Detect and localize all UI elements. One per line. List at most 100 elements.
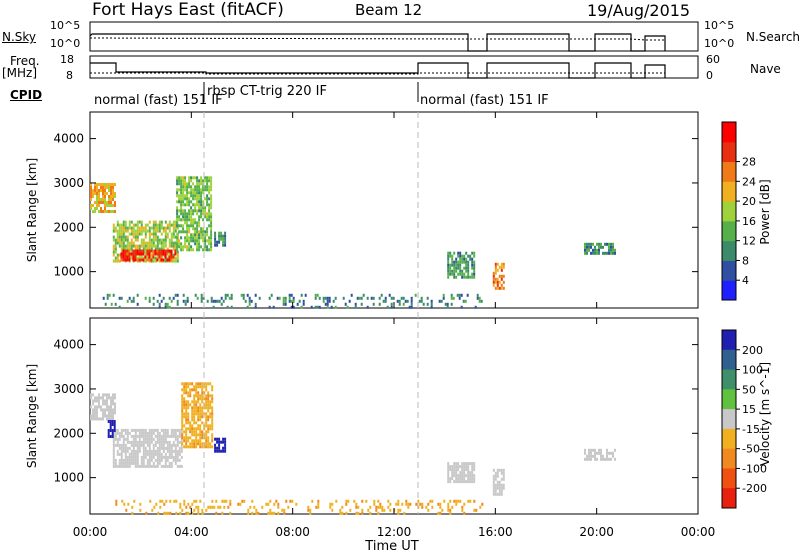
vel-cell: [211, 385, 214, 389]
power-cell: [202, 203, 205, 207]
power-cell: [150, 244, 153, 248]
vel-cell: [134, 458, 137, 462]
vel-cell: [496, 480, 499, 484]
power-cell: [140, 223, 143, 227]
power-cell: [98, 210, 100, 213]
power-cell: [178, 194, 181, 198]
power-cell: [198, 209, 201, 213]
vel-cell: [311, 499, 314, 503]
power-cell: [188, 197, 191, 201]
vel-cell: [227, 505, 230, 509]
vel-cell: [469, 471, 472, 475]
power-cell: [471, 275, 474, 279]
power-cell: [350, 293, 353, 297]
vel-cell: [107, 429, 110, 432]
x-tick-label: 20:00: [579, 525, 614, 539]
power-cell: [104, 192, 106, 195]
power-cell: [438, 299, 441, 303]
power-cell: [124, 247, 127, 251]
vel-cell: [90, 414, 92, 418]
vel-cell: [107, 432, 110, 435]
power-cell: [176, 212, 179, 216]
power-cell: [178, 230, 181, 234]
power-cell: [94, 210, 96, 213]
vel-cell: [114, 461, 117, 465]
vel-cell: [146, 464, 149, 468]
power-cell: [348, 299, 351, 303]
vel-cell: [449, 465, 452, 469]
vel-cell: [187, 385, 190, 389]
vel-cell: [92, 408, 94, 412]
power-cell: [176, 250, 179, 254]
freq-tick-bottom: 8: [66, 69, 73, 82]
power-cell: [164, 232, 167, 236]
power-cell: [461, 269, 464, 273]
power-cell: [136, 244, 139, 248]
power-cell: [216, 299, 219, 303]
power-cell: [208, 179, 211, 183]
vel-cell: [176, 464, 179, 468]
power-cell: [150, 226, 153, 230]
vel-cell: [429, 499, 432, 503]
vel-cell: [96, 408, 98, 412]
vel-cell: [164, 464, 167, 468]
power-cell: [182, 197, 185, 201]
power-cell: [210, 188, 213, 192]
vel-cell: [111, 432, 114, 435]
vel-cell: [100, 396, 102, 400]
vel-cell: [498, 468, 501, 472]
vel-cell: [197, 424, 200, 428]
vel-cell: [138, 437, 141, 441]
power-cell: [326, 296, 329, 300]
power-cell: [182, 203, 185, 207]
power-cell: [198, 242, 201, 246]
power-cell: [176, 182, 179, 186]
power-cell: [186, 182, 189, 186]
power-cell: [176, 293, 179, 297]
power-cell: [208, 209, 211, 213]
vel-cell: [110, 402, 112, 406]
power-cell: [112, 293, 115, 297]
colorbar-tick: 28: [742, 156, 756, 169]
vel-cell: [158, 434, 161, 438]
freq-label: Freq.: [10, 54, 40, 68]
power-cell: [192, 191, 195, 195]
power-cell: [202, 218, 205, 222]
vel-cell: [167, 511, 170, 515]
vel-cell: [201, 508, 204, 512]
power-cell: [116, 223, 119, 227]
power-cell: [190, 236, 193, 240]
vel-cell: [205, 406, 208, 410]
vel-cell: [195, 385, 198, 389]
vel-cell: [594, 451, 596, 455]
power-cell: [148, 299, 151, 303]
power-cell: [156, 258, 159, 262]
vel-cell: [159, 505, 162, 509]
vel-cell: [130, 455, 133, 459]
vel-cell: [144, 434, 147, 438]
vel-cell: [211, 397, 214, 401]
vel-cell: [158, 461, 161, 465]
power-cell: [104, 210, 106, 213]
power-cell: [176, 248, 179, 252]
power-cell: [292, 296, 295, 300]
power-cell: [594, 251, 596, 255]
power-cell: [210, 239, 213, 243]
vel-cell: [457, 480, 460, 484]
vel-cell: [193, 409, 196, 413]
power-cell: [160, 249, 163, 253]
power-cell: [314, 293, 317, 297]
vel-cell: [140, 461, 143, 465]
vel-cell: [185, 412, 188, 416]
power-cell: [150, 238, 153, 242]
power-cell: [182, 188, 185, 192]
vel-cell: [453, 474, 456, 478]
vel-cell: [146, 431, 149, 435]
vel-cell: [201, 397, 204, 401]
power-cell: [158, 302, 161, 306]
vel-cell: [331, 508, 334, 512]
vel-cell: [199, 445, 202, 449]
vel-cell: [174, 458, 177, 462]
vel-cell: [201, 412, 204, 416]
power-cell: [502, 280, 505, 284]
